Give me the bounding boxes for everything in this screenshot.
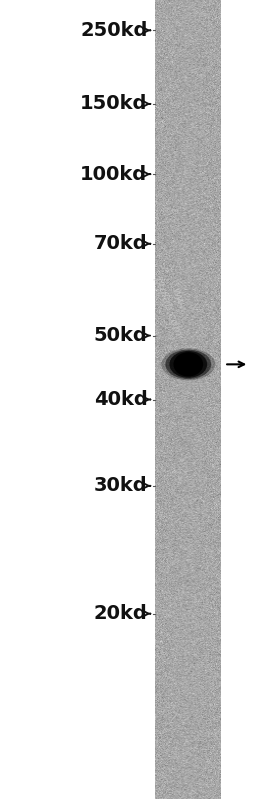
Text: 250kd: 250kd [80, 21, 147, 40]
Text: 20kd: 20kd [94, 604, 147, 623]
Text: 100kd: 100kd [80, 165, 147, 184]
Text: 40kd: 40kd [94, 390, 147, 409]
Ellipse shape [174, 352, 203, 376]
Text: 50kd: 50kd [94, 326, 147, 345]
Ellipse shape [169, 351, 207, 378]
Ellipse shape [161, 348, 215, 380]
Ellipse shape [165, 350, 211, 379]
Text: 30kd: 30kd [94, 476, 147, 495]
Text: 150kd: 150kd [80, 94, 147, 113]
Text: www.
ptglab.com: www. ptglab.com [152, 270, 194, 337]
Text: 70kd: 70kd [94, 234, 147, 253]
